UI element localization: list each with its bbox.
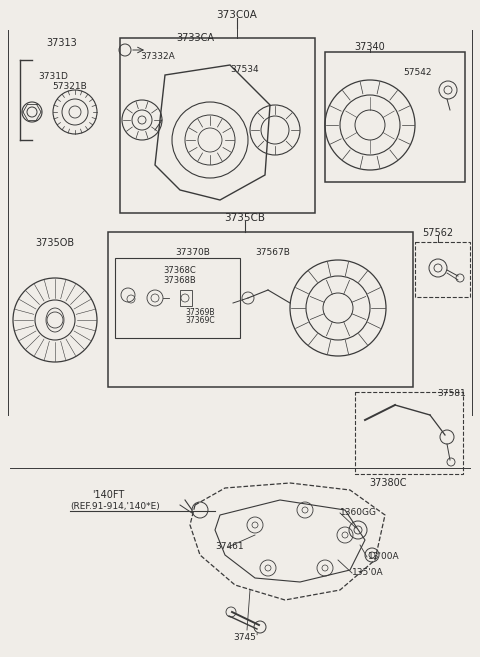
Text: 37340: 37340 xyxy=(355,42,385,52)
Text: 3731D: 3731D xyxy=(38,72,68,81)
Bar xyxy=(108,232,413,387)
Text: 37332A: 37332A xyxy=(140,52,175,61)
Text: 37461: 37461 xyxy=(216,542,244,551)
Text: 37370B: 37370B xyxy=(175,248,210,257)
Text: 3733CA: 3733CA xyxy=(176,33,214,43)
Text: 57562: 57562 xyxy=(422,228,454,238)
Text: 37313: 37313 xyxy=(47,38,77,48)
Text: 13'00A: 13'00A xyxy=(368,552,400,561)
Text: 57542: 57542 xyxy=(404,68,432,77)
Text: 37368B: 37368B xyxy=(163,276,196,285)
Text: '140FT: '140FT xyxy=(92,490,124,500)
Text: 37380C: 37380C xyxy=(369,478,407,488)
Bar xyxy=(120,38,315,213)
Text: 37369C: 37369C xyxy=(185,316,215,325)
Text: 37567B: 37567B xyxy=(255,248,290,257)
Text: 37534: 37534 xyxy=(230,65,259,74)
Text: 37369B: 37369B xyxy=(185,308,215,317)
Text: 135'0A: 135'0A xyxy=(352,568,384,577)
Bar xyxy=(115,258,240,338)
Text: (REF.91-914,'140*E): (REF.91-914,'140*E) xyxy=(70,502,160,511)
Text: 1360GG: 1360GG xyxy=(340,508,377,517)
Bar xyxy=(180,290,192,306)
Text: 37581: 37581 xyxy=(437,389,466,398)
Text: 3735CB: 3735CB xyxy=(225,213,265,223)
Text: 3735OB: 3735OB xyxy=(36,238,74,248)
Text: 3745': 3745' xyxy=(233,633,259,642)
Text: 57321B: 57321B xyxy=(52,82,87,91)
Bar xyxy=(355,392,463,474)
Text: 373C0A: 373C0A xyxy=(216,10,257,20)
Text: 37368C: 37368C xyxy=(163,266,196,275)
Bar xyxy=(325,52,465,182)
Bar xyxy=(415,242,470,297)
